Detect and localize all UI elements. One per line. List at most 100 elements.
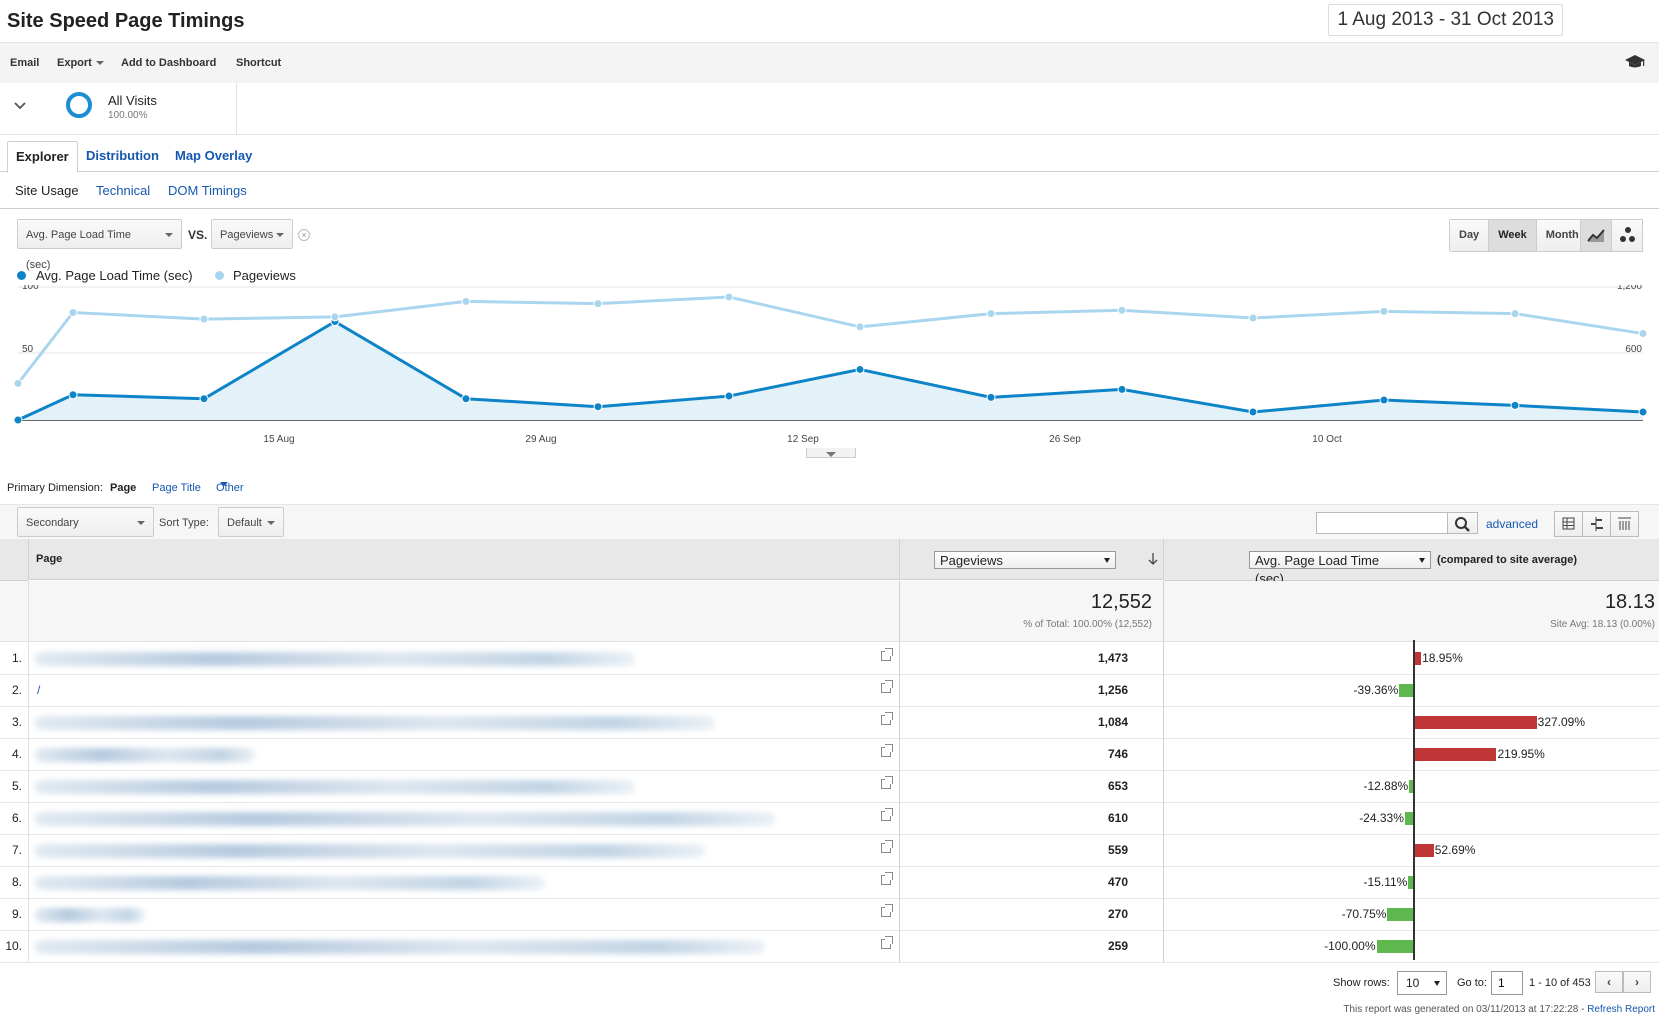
data-point[interactable] [330,312,340,322]
data-point[interactable] [68,307,78,317]
data-point[interactable] [986,392,996,402]
data-point[interactable] [199,314,209,324]
data-point[interactable] [986,309,996,319]
subtab-dom-timings[interactable]: DOM Timings [168,183,247,198]
data-point[interactable] [68,390,78,400]
show-rows-select[interactable]: 10 [1397,971,1447,995]
motion-chart-icon[interactable] [1612,220,1642,251]
external-link-icon[interactable] [881,648,893,661]
table-search-input[interactable] [1316,512,1448,534]
table-row[interactable]: 5. 653 -12.88% [0,770,1659,803]
goto-page-input[interactable] [1491,971,1523,995]
dimension-page-title[interactable]: Page Title [152,482,201,494]
graduation-cap-icon[interactable] [1625,55,1645,69]
data-point[interactable] [724,292,734,302]
tab-distribution[interactable]: Distribution [86,148,159,163]
chevron-down-icon[interactable] [14,99,26,111]
day-button[interactable]: Day [1450,220,1490,251]
secondary-dimension-dropdown[interactable]: Secondary dimension [17,507,154,559]
export-button[interactable]: Export [57,57,104,69]
comparison-view-icon[interactable] [1583,512,1611,536]
page-path-link[interactable]: / [37,683,41,697]
data-point[interactable] [855,322,865,332]
data-point[interactable] [593,299,603,309]
data-point[interactable] [1638,329,1648,339]
metric2-dropdown[interactable]: Pageviews [211,219,293,249]
chart-resize-handle[interactable] [806,448,856,458]
data-point[interactable] [199,394,209,404]
table-view-group [1554,511,1639,537]
table-row[interactable]: 2. / 1,256 -39.36% [0,674,1659,707]
pageviews-metric-select[interactable]: Pageviews [934,551,1116,569]
data-point[interactable] [461,394,471,404]
data-point[interactable] [593,402,603,412]
external-link-icon[interactable] [881,680,893,693]
week-button[interactable]: Week [1489,220,1537,251]
dimension-page[interactable]: Page [110,482,137,494]
email-button[interactable]: Email [10,57,40,69]
line-chart-icon[interactable] [1581,220,1612,251]
table-row[interactable]: 10. 259 -100.00% [0,930,1659,963]
tab-map-overlay[interactable]: Map Overlay [175,148,253,163]
sort-type-dropdown[interactable]: Default [218,507,284,537]
pageviews-cell: 470 [900,866,1164,898]
page-cell [28,898,900,930]
month-button[interactable]: Month [1536,220,1588,251]
data-point[interactable] [1510,400,1520,410]
external-link-icon[interactable] [881,904,893,917]
data-point[interactable] [1379,306,1389,316]
data-point[interactable] [1638,407,1648,417]
external-link-icon[interactable] [881,744,893,757]
external-link-icon[interactable] [881,776,893,789]
table-row[interactable]: 8. 470 -15.11% [0,866,1659,899]
external-link-icon[interactable] [881,840,893,853]
legend-dot-load-time [17,271,26,280]
data-point[interactable] [1510,309,1520,319]
segment-name[interactable]: All Visits [108,93,157,108]
legend-pageviews: Pageviews [233,268,296,283]
data-point[interactable] [1117,384,1127,394]
refresh-report-link[interactable]: Refresh Report [1587,1004,1655,1015]
add-to-dashboard-button[interactable]: Add to Dashboard [121,57,217,69]
table-row[interactable]: 4. 746 219.95% [0,738,1659,771]
compare-cell: -24.33% [1164,802,1659,834]
prev-page-button[interactable]: ‹ [1595,971,1623,993]
header-page[interactable]: Page [28,539,900,580]
subtab-technical[interactable]: Technical [96,183,151,198]
advanced-filter-link[interactable]: advanced [1486,517,1539,531]
external-link-icon[interactable] [881,936,893,949]
metric1-dropdown[interactable]: Avg. Page Load Time (sec) [17,219,182,271]
data-point[interactable] [855,364,865,374]
data-point[interactable] [461,296,471,306]
external-link-icon[interactable] [881,712,893,725]
shortcut-button[interactable]: Shortcut [236,57,282,69]
compare-cell: 219.95% [1164,738,1659,770]
search-button[interactable] [1448,512,1478,534]
data-point[interactable] [1117,305,1127,315]
table-view-icon[interactable] [1555,512,1583,536]
data-point[interactable] [1248,313,1258,323]
compare-cell: 52.69% [1164,834,1659,866]
table-row[interactable]: 6. 610 -24.33% [0,802,1659,835]
data-point[interactable] [1248,407,1258,417]
external-link-icon[interactable] [881,872,893,885]
tab-explorer[interactable]: Explorer [7,141,78,173]
below-average-bar [1409,780,1414,793]
data-point[interactable] [13,378,23,388]
table-row[interactable]: 1. 1,473 18.95% [0,642,1659,675]
pivot-view-icon[interactable] [1611,512,1638,536]
table-row[interactable]: 3. 1,084 327.09% [0,706,1659,739]
remove-metric-icon[interactable]: × [298,229,310,241]
data-point[interactable] [1379,395,1389,405]
date-range-picker[interactable]: 1 Aug 2013 - 31 Oct 2013 [1328,4,1563,36]
subtab-site-usage[interactable]: Site Usage [15,183,79,198]
compare-metric-select[interactable]: Avg. Page Load Time (sec) [1249,551,1431,586]
table-row[interactable]: 9. 270 -70.75% [0,898,1659,931]
external-link-icon[interactable] [881,808,893,821]
next-page-button[interactable]: › [1623,971,1651,993]
table-row[interactable]: 7. 559 52.69% [0,834,1659,867]
data-point[interactable] [13,415,23,425]
data-point[interactable] [724,391,734,401]
sort-descending-icon[interactable] [1148,552,1158,566]
pageviews-cell: 1,473 [900,642,1164,674]
